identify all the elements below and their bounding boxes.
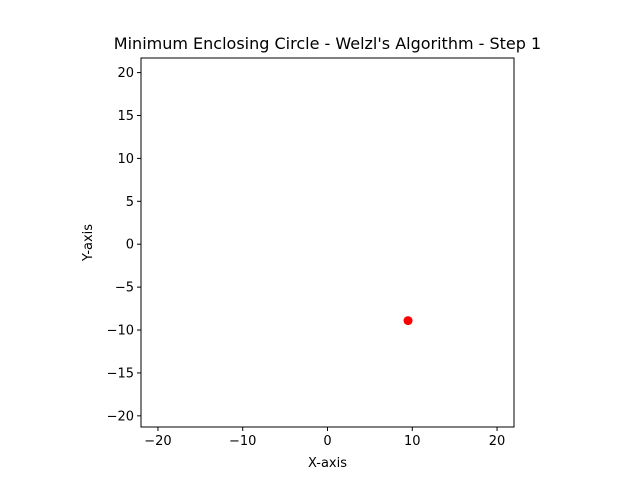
y-tick-label: 5 — [126, 195, 134, 210]
x-tick-label: 0 — [323, 434, 331, 449]
chart-title: Minimum Enclosing Circle - Welzl's Algor… — [114, 34, 541, 53]
data-point — [403, 316, 413, 326]
y-tick-label: −5 — [115, 281, 134, 296]
y-tick-label: 15 — [117, 109, 134, 124]
x-axis-label: X-axis — [308, 456, 347, 471]
y-axis: −20 −15 −10 −5 0 5 10 15 20 — [107, 66, 141, 424]
y-tick-label: −15 — [107, 366, 134, 381]
y-axis-label: Y-axis — [81, 224, 96, 262]
y-tick-label: 10 — [117, 152, 134, 167]
y-tick-label: −10 — [107, 324, 134, 339]
x-tick-label: −10 — [229, 434, 256, 449]
x-tick-label: −20 — [144, 434, 171, 449]
plot-frame — [140, 57, 515, 428]
y-tick-label: −20 — [107, 409, 134, 424]
y-tick-label: 0 — [126, 238, 134, 253]
data-points — [403, 316, 413, 326]
y-tick-label: 20 — [117, 66, 134, 81]
x-axis: −20 −10 0 10 20 — [144, 427, 505, 449]
x-tick-label: 20 — [489, 434, 506, 449]
x-tick-label: 10 — [404, 434, 421, 449]
